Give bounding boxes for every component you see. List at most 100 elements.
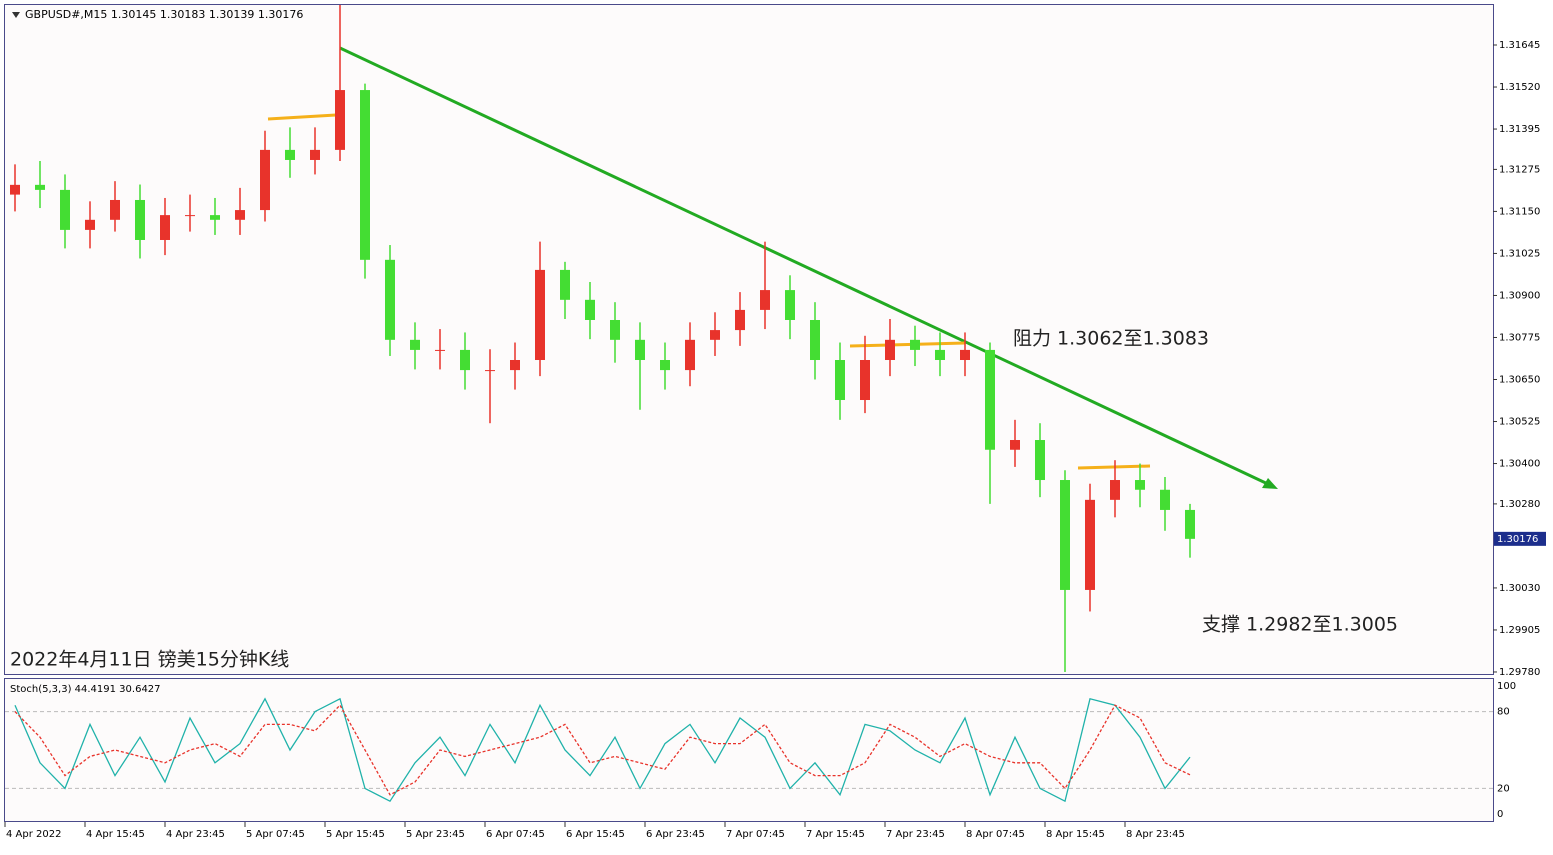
candle-body [210, 215, 220, 220]
x-tick-label: 6 Apr 23:45 [646, 829, 705, 840]
candle-body [985, 349, 995, 450]
candle-body [260, 149, 270, 211]
candle-body [60, 189, 70, 230]
chart-title: 2022年4月11日 镑美15分钟K线 [10, 649, 289, 671]
candle-body [110, 199, 120, 220]
y-tick-label: 1.30525 [1499, 417, 1540, 428]
candle-body [510, 360, 520, 371]
candle-body [1110, 480, 1120, 500]
x-tick-label: 6 Apr 15:45 [566, 829, 625, 840]
candle-body [1010, 440, 1020, 450]
candle-body [760, 290, 770, 310]
oscillator-title: Stoch(5,3,3) 44.4191 30.6427 [10, 684, 161, 695]
symbol-header: GBPUSD#,M15 1.30145 1.30183 1.30139 1.30… [25, 8, 303, 21]
candle-body [535, 269, 545, 361]
candle-body [410, 339, 420, 350]
x-tick-label: 4 Apr 2022 [6, 829, 61, 840]
osc-tick-label: 80 [1497, 707, 1510, 718]
candle-body [860, 360, 870, 401]
y-tick-label: 1.30400 [1499, 459, 1540, 470]
x-tick-label: 8 Apr 23:45 [1126, 829, 1185, 840]
osc-tick-label: 20 [1497, 783, 1510, 794]
level-marker [1077, 464, 1151, 470]
x-tick-label: 6 Apr 07:45 [486, 829, 545, 840]
candle-body [310, 149, 320, 160]
candle-body [185, 215, 195, 217]
candle-body [1135, 480, 1145, 490]
candle-body [1185, 509, 1195, 539]
candle-body [810, 319, 820, 361]
candle-body [785, 290, 795, 320]
x-tick-label: 4 Apr 23:45 [166, 829, 225, 840]
y-tick-label: 1.30650 [1499, 375, 1540, 386]
candle-body [710, 330, 720, 340]
menu-triangle[interactable] [12, 12, 20, 18]
osc-line [14, 704, 1191, 796]
candle-body [1085, 499, 1095, 590]
y-tick-label: 1.29780 [1499, 667, 1540, 678]
candle-body [1060, 480, 1070, 590]
candle-body [960, 349, 970, 361]
level-marker [267, 113, 337, 121]
candle-body [610, 319, 620, 340]
candle-body [235, 210, 245, 220]
y-tick-label: 1.30280 [1499, 499, 1540, 510]
price-box-label: 1.30176 [1497, 534, 1538, 545]
candle-body [1160, 489, 1170, 510]
x-tick-label: 7 Apr 07:45 [726, 829, 785, 840]
candle-body [485, 370, 495, 372]
y-tick-label: 1.31275 [1499, 164, 1540, 175]
x-tick-label: 8 Apr 07:45 [966, 829, 1025, 840]
y-tick-label: 1.31395 [1499, 124, 1540, 135]
candle-body [735, 309, 745, 331]
y-tick-label: 1.31645 [1499, 40, 1540, 51]
candle-body [360, 90, 370, 260]
y-tick-label: 1.31520 [1499, 82, 1540, 93]
y-tick-label: 1.29905 [1499, 625, 1540, 636]
candle-body [935, 349, 945, 361]
candle-body [460, 349, 470, 371]
x-tick-label: 4 Apr 15:45 [86, 829, 145, 840]
x-tick-label: 5 Apr 15:45 [326, 829, 385, 840]
candle-body [85, 219, 95, 230]
support-note: 支撑 1.2982至1.3005 [1202, 614, 1398, 636]
x-tick-label: 5 Apr 23:45 [406, 829, 465, 840]
x-tick-label: 8 Apr 15:45 [1046, 829, 1105, 840]
candle-body [835, 360, 845, 401]
osc-tick-label: 0 [1497, 809, 1503, 820]
candle-body [10, 184, 20, 195]
y-tick-label: 1.31025 [1499, 248, 1540, 259]
price-box [1494, 531, 1546, 546]
candle-body [385, 259, 395, 340]
price-panel [4, 4, 1494, 675]
x-tick-label: 7 Apr 23:45 [886, 829, 945, 840]
oscillator-panel [4, 678, 1494, 822]
candle-body [160, 215, 170, 240]
candle-body [585, 299, 595, 320]
y-tick-label: 1.30900 [1499, 290, 1540, 301]
candle-body [685, 339, 695, 371]
x-tick-label: 5 Apr 07:45 [246, 829, 305, 840]
candle-body [1035, 440, 1045, 481]
candle-body [885, 339, 895, 361]
candle-body [635, 339, 645, 361]
x-tick-label: 7 Apr 15:45 [806, 829, 865, 840]
y-tick-label: 1.31150 [1499, 206, 1540, 217]
level-marker [849, 341, 966, 348]
candle-body [285, 149, 295, 160]
candle-body [560, 269, 570, 300]
y-tick-label: 1.30030 [1499, 583, 1540, 594]
trend-line [339, 46, 1271, 487]
candle-body [660, 360, 670, 371]
candle-body [335, 90, 345, 150]
candle-body [135, 199, 145, 240]
osc-line [14, 697, 1191, 803]
candle-body [435, 349, 445, 351]
resistance-note: 阻力 1.3062至1.3083 [1013, 328, 1209, 350]
candle-body [910, 339, 920, 350]
candle-body [35, 184, 45, 190]
osc-tick-label: 100 [1497, 681, 1516, 692]
trend-arrow [1262, 478, 1278, 489]
y-tick-label: 1.30775 [1499, 332, 1540, 343]
